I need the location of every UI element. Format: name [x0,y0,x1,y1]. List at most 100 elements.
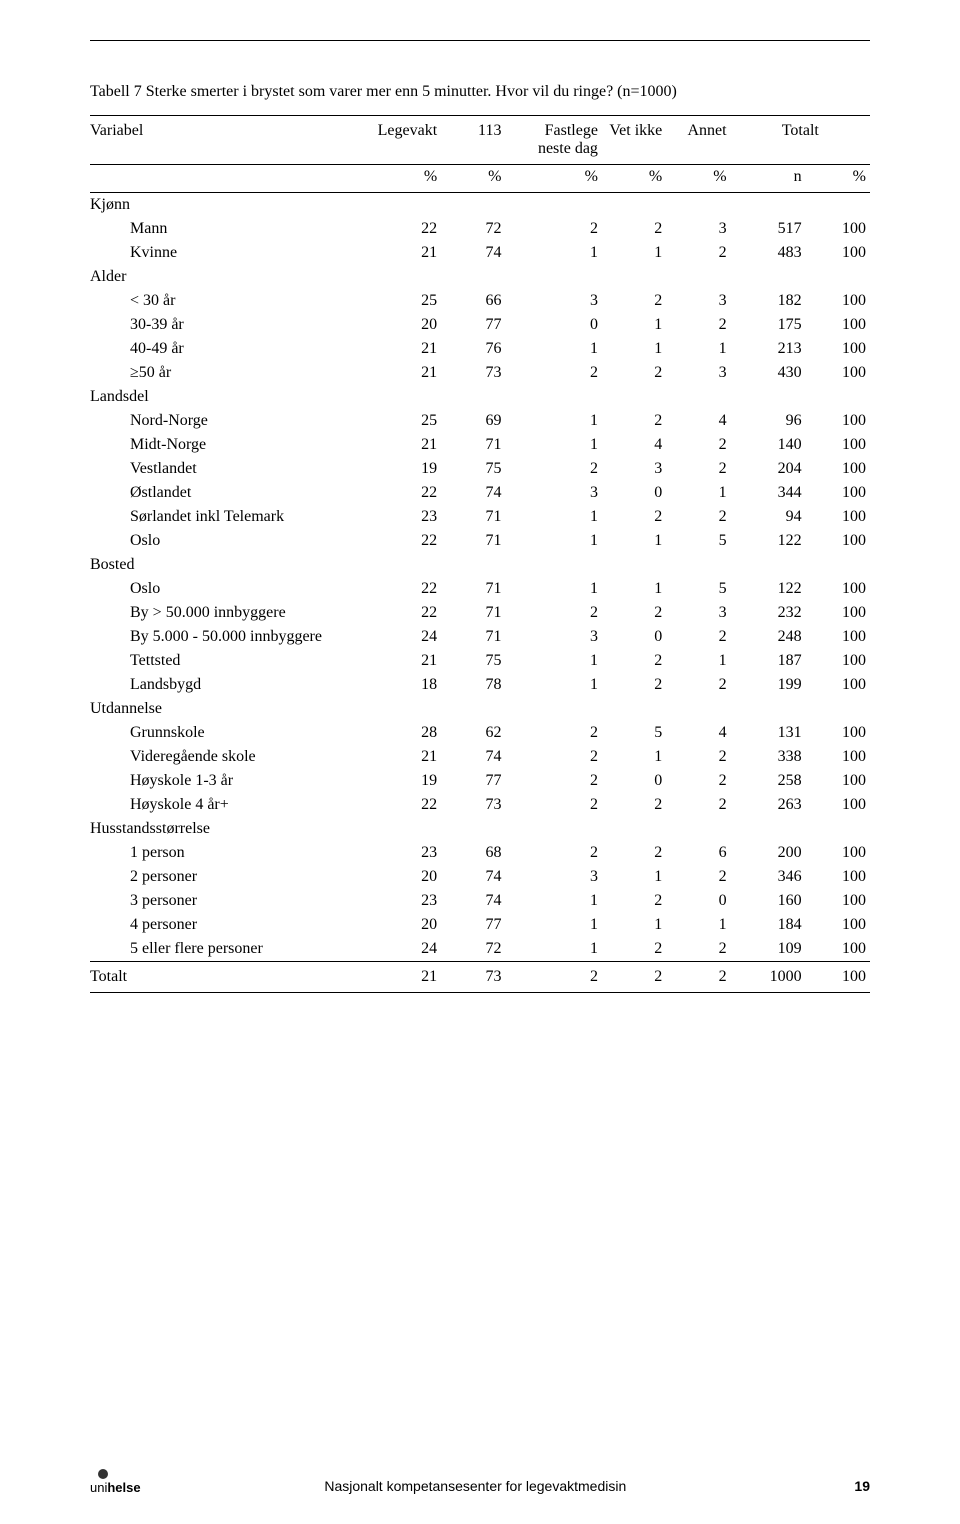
cell-value: 100 [806,913,870,937]
row-label: Kvinne [90,241,369,265]
cell-value: 75 [441,457,505,481]
cell-value: 100 [806,337,870,361]
cell-value: 3 [666,601,730,625]
table-row: Østlandet2274301344100 [90,481,870,505]
cell-value: 3 [505,481,601,505]
cell-value: 23 [369,505,441,529]
cell-value: 1 [505,529,601,553]
cell-value: 68 [441,841,505,865]
cell-value: 77 [441,769,505,793]
cell-value: 25 [369,289,441,313]
col-header-vetikke: Vet ikke [602,116,666,165]
cell-value: 122 [731,529,806,553]
cell-value: 100 [806,673,870,697]
table-row: By 5.000 - 50.000 innbyggere247130224810… [90,625,870,649]
cell-value: 2 [666,313,730,337]
cell-value: 21 [369,649,441,673]
unit-pct: % [369,165,441,193]
cell-value: 2 [602,793,666,817]
row-label: 3 personer [90,889,369,913]
table-row: Oslo2271115122100 [90,577,870,601]
logo-dot-icon [98,1469,108,1479]
cell-value: 1 [505,409,601,433]
group-label: Utdannelse [90,697,870,721]
unit-pct: % [441,165,505,193]
table-row: Landsbygd1878122199100 [90,673,870,697]
cell-value: 199 [731,673,806,697]
cell-value: 338 [731,745,806,769]
row-label: By > 50.000 innbyggere [90,601,369,625]
cell-value: 1 [602,577,666,601]
table-row: 4 personer2077111184100 [90,913,870,937]
cell-value: 2 [602,937,666,962]
cell-value: 3 [505,625,601,649]
cell-value: 100 [806,793,870,817]
cell-value: 122 [731,577,806,601]
cell-value: 184 [731,913,806,937]
row-label: Oslo [90,577,369,601]
cell-value: 71 [441,433,505,457]
row-label: Videregående skole [90,745,369,769]
table-row: 3 personer2374120160100 [90,889,870,913]
total-label: Totalt [90,962,369,993]
col-header-113: 113 [441,116,505,165]
cell-value: 100 [806,601,870,625]
cell-value: 21 [369,241,441,265]
cell-value: 2 [666,769,730,793]
cell-value: 204 [731,457,806,481]
cell-value: 100 [806,721,870,745]
cell-value: 22 [369,601,441,625]
cell-value: 18 [369,673,441,697]
cell-value: 2 [602,601,666,625]
cell-value: 1 [602,529,666,553]
row-label: 30-39 år [90,313,369,337]
col-header-legevakt: Legevakt [369,116,441,165]
cell-value: 0 [602,625,666,649]
table-row: Midt-Norge2171142140100 [90,433,870,457]
cell-value: 75 [441,649,505,673]
row-label: 5 eller flere personer [90,937,369,962]
cell-value: 77 [441,913,505,937]
cell-value: 1 [505,913,601,937]
cell-value: 72 [441,937,505,962]
cell-value: 24 [369,625,441,649]
cell-value: 2 [602,889,666,913]
table-row: Nord-Norge256912496100 [90,409,870,433]
row-label: 1 person [90,841,369,865]
cell-value: 100 [806,217,870,241]
cell-value: 74 [441,481,505,505]
table-row: < 30 år2566323182100 [90,289,870,313]
table-row: 30-39 år2077012175100 [90,313,870,337]
row-label: 4 personer [90,913,369,937]
cell-value: 23 [369,889,441,913]
cell-value: 1 [602,313,666,337]
cell-value: 248 [731,625,806,649]
cell-value: 73 [441,361,505,385]
col-header-fastlege: Fastlege neste dag [505,116,601,165]
row-label: Grunnskole [90,721,369,745]
table-row: Videregående skole2174212338100 [90,745,870,769]
cell-value: 0 [666,889,730,913]
cell-value: 73 [441,793,505,817]
table-row: Oslo2271115122100 [90,529,870,553]
cell-value: 2 [505,721,601,745]
cell-value: 2 [666,937,730,962]
row-label: Landsbygd [90,673,369,697]
row-label: Høyskole 4 år+ [90,793,369,817]
cell-value: 4 [602,433,666,457]
cell-value: 20 [369,313,441,337]
cell-value: 2 [505,601,601,625]
cell-value: 1 [666,913,730,937]
cell-value: 100 [806,481,870,505]
cell-value: 2 [602,409,666,433]
total-cell: 1000 [731,962,806,993]
table-row: Høyskole 4 år+2273222263100 [90,793,870,817]
cell-value: 1 [666,649,730,673]
cell-value: 3 [505,289,601,313]
cell-value: 100 [806,313,870,337]
cell-value: 22 [369,529,441,553]
group-label: Kjønn [90,193,870,218]
row-label: < 30 år [90,289,369,313]
cell-value: 346 [731,865,806,889]
row-label: Vestlandet [90,457,369,481]
